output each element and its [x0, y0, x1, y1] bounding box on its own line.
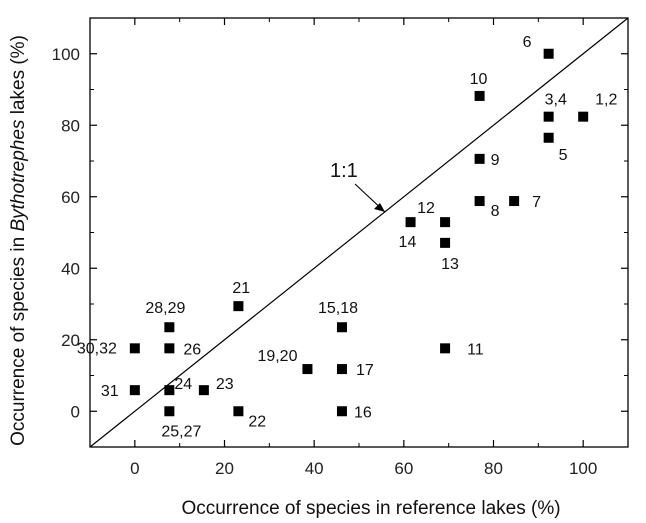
y-tick-label: 40 [61, 259, 80, 278]
reference-line-group: 1:1 [89, 17, 629, 448]
data-point [543, 132, 554, 143]
data-point [129, 343, 140, 354]
data-point-label: 31 [101, 383, 119, 400]
data-point [509, 196, 520, 207]
y-tick-label: 0 [71, 402, 80, 421]
y-axis-title-part-3: lakes (%) [8, 35, 29, 119]
data-point [164, 322, 175, 333]
y-tick-label: 100 [52, 45, 80, 64]
x-tick-label: 60 [394, 459, 413, 478]
y-axis-title-part-2: Bythotrephes [8, 119, 29, 231]
data-point [336, 406, 347, 417]
data-point-label: 13 [441, 256, 459, 273]
data-point [336, 364, 347, 375]
data-point [578, 111, 589, 122]
data-point-label: 8 [491, 203, 500, 220]
data-point-label: 16 [354, 404, 372, 421]
data-point-label: 6 [523, 34, 532, 51]
data-point-label: 25,27 [161, 423, 201, 440]
data-point-label: 17 [356, 362, 374, 379]
y-axis-title-part-1: Occurrence of species in [8, 232, 29, 446]
data-point-label: 26 [183, 341, 201, 358]
y-tick-label: 80 [61, 116, 80, 135]
data-point [164, 385, 175, 396]
y-tick-label: 60 [61, 188, 80, 207]
x-tick-label: 80 [484, 459, 503, 478]
data-point-label: 5 [559, 147, 568, 164]
data-point-label: 11 [467, 341, 484, 358]
data-point [440, 217, 451, 228]
data-point [474, 90, 485, 101]
data-point-label: 23 [216, 376, 234, 393]
data-points-group [129, 48, 589, 417]
data-point-label: 28,29 [145, 300, 185, 317]
data-point-label: 22 [248, 413, 266, 430]
ticks-group: 0 20 40 60 80 100 0 20 40 60 80 100 [52, 18, 628, 478]
data-point-label: 30,32 [77, 340, 117, 357]
y-axis-title: Occurrence of species in Bythotrephes la… [8, 35, 29, 446]
data-point [164, 406, 175, 417]
data-point [440, 237, 451, 248]
reference-arrow-head [374, 203, 385, 212]
reference-line-1-1 [89, 17, 629, 448]
data-point [302, 364, 313, 375]
data-point-label: 1,2 [595, 92, 617, 109]
x-tick-label: 20 [215, 459, 234, 478]
data-point-label: 9 [491, 152, 500, 169]
data-point [474, 153, 485, 164]
data-point [233, 301, 244, 312]
data-point-label: 19,20 [257, 348, 297, 365]
x-tick-label: 0 [130, 459, 139, 478]
data-point [198, 385, 209, 396]
data-point [405, 217, 416, 228]
x-tick-label: 40 [305, 459, 324, 478]
data-point-label: 15,18 [318, 300, 358, 317]
data-point-label: 14 [399, 234, 417, 251]
data-point-label: 21 [232, 280, 250, 297]
data-point [336, 322, 347, 333]
data-point [440, 343, 451, 354]
data-point [543, 48, 554, 59]
reference-line-label: 1:1 [330, 160, 358, 182]
data-point-label: 12 [417, 200, 435, 217]
data-point [543, 111, 554, 122]
data-point [164, 343, 175, 354]
data-point [474, 196, 485, 207]
x-tick-label: 100 [569, 459, 597, 478]
x-axis-title: Occurrence of species in reference lakes… [181, 498, 560, 519]
data-point-label: 3,4 [545, 92, 567, 109]
data-point-label: 10 [470, 71, 488, 88]
data-point-label: 7 [532, 194, 541, 211]
data-point [129, 385, 140, 396]
data-point [233, 406, 244, 417]
y-tick-label: 20 [61, 331, 80, 350]
data-point-label: 24 [174, 376, 192, 393]
